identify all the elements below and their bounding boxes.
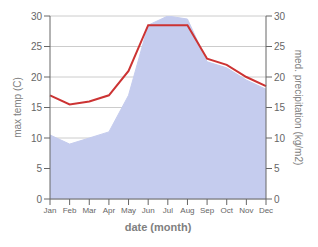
- svg-text:max temp (C): max temp (C): [12, 77, 23, 138]
- svg-text:25: 25: [274, 41, 286, 52]
- svg-text:Jun: Jun: [142, 206, 155, 215]
- svg-text:15: 15: [274, 102, 286, 113]
- svg-text:med. precipitation (kg/m2): med. precipitation (kg/m2): [293, 50, 304, 166]
- svg-text:5: 5: [36, 163, 42, 174]
- svg-text:10: 10: [31, 133, 43, 144]
- svg-text:15: 15: [31, 102, 43, 113]
- svg-text:10: 10: [274, 133, 286, 144]
- svg-text:Apr: Apr: [103, 206, 116, 215]
- svg-text:Dec: Dec: [259, 206, 273, 215]
- svg-text:Aug: Aug: [180, 206, 194, 215]
- svg-text:Oct: Oct: [221, 206, 234, 215]
- svg-text:5: 5: [274, 163, 280, 174]
- svg-text:25: 25: [31, 41, 43, 52]
- svg-text:30: 30: [31, 11, 43, 22]
- svg-text:May: May: [121, 206, 136, 215]
- svg-text:0: 0: [36, 194, 42, 205]
- svg-text:Mar: Mar: [82, 206, 96, 215]
- svg-text:date (month): date (month): [125, 221, 192, 233]
- svg-text:Jul: Jul: [163, 206, 173, 215]
- svg-text:0: 0: [274, 194, 280, 205]
- svg-text:Feb: Feb: [63, 206, 77, 215]
- svg-text:20: 20: [274, 72, 286, 83]
- svg-text:Sep: Sep: [200, 206, 215, 215]
- svg-text:Nov: Nov: [239, 206, 253, 215]
- svg-text:Jan: Jan: [44, 206, 57, 215]
- svg-text:30: 30: [274, 11, 286, 22]
- svg-text:20: 20: [31, 72, 43, 83]
